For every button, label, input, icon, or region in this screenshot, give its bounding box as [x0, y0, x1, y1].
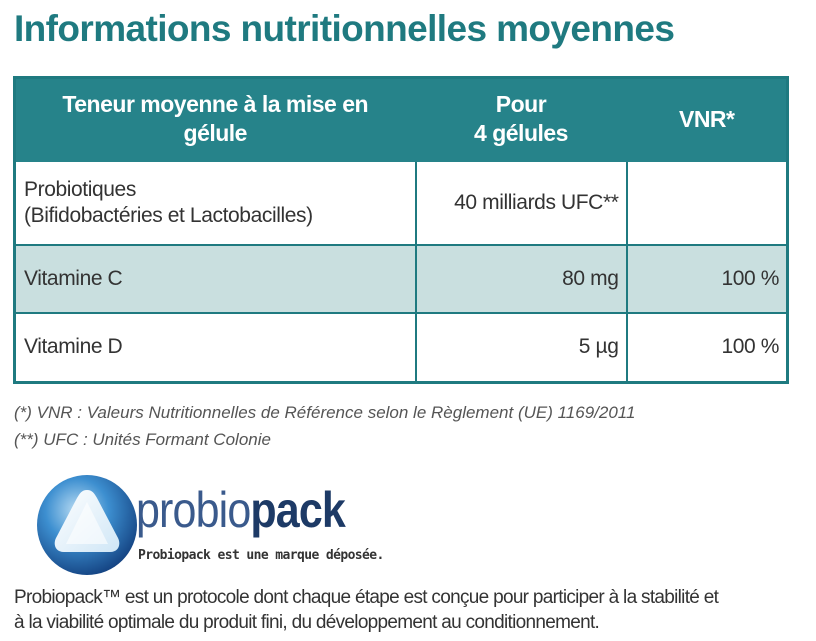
footnotes: (*) VNR : Valeurs Nutritionnelles de Réf… [14, 399, 635, 453]
nutrient-vnr: 100 % [625, 311, 789, 384]
description-line2: à la viabilité optimale du produit fini,… [14, 612, 600, 633]
description: Probiopack™ est un protocole dont chaque… [14, 585, 804, 635]
header-content-line2: gélule [183, 120, 248, 147]
nutrient-amount: 80 mg [414, 243, 628, 314]
nutrient-vnr [625, 159, 789, 246]
header-dose-cell: Pour 4 gélules [414, 76, 628, 162]
footnote-vnr: (*) VNR : Valeurs Nutritionnelles de Réf… [14, 403, 636, 422]
brand-name-part1: probio [136, 482, 251, 538]
header-content-line1: Teneur moyenne à la mise en [62, 91, 369, 118]
brand-name-part2: pack [250, 482, 345, 538]
page-title: Informations nutritionnelles moyennes [14, 8, 675, 49]
nutrition-table: Teneur moyenne à la mise en gélule Pour … [13, 76, 789, 384]
header-vnr-cell: VNR* [625, 76, 789, 162]
brand-tagline: Probiopack est une marque déposée. [138, 548, 384, 563]
nutrient-name: Vitamine D [13, 311, 417, 384]
table-row: Vitamine D 5 µg 100 % [13, 311, 789, 384]
header-content-cell: Teneur moyenne à la mise en gélule [13, 76, 417, 162]
nutrient-amount: 40 milliards UFC** [414, 159, 628, 246]
nutrient-subname: (Bifidobactéries et Lactobacilles) [24, 203, 313, 227]
header-dose-line2: 4 gélules [474, 120, 568, 147]
triangle-ring-logo-icon [32, 470, 142, 580]
nutrient-name-cell: Probiotiques (Bifidobactéries et Lactoba… [13, 159, 417, 246]
header-dose-line1: Pour [495, 91, 547, 118]
nutrient-amount: 5 µg [414, 311, 628, 384]
table-row: Vitamine C 80 mg 100 % [13, 243, 789, 314]
header-vnr-label: VNR* [678, 105, 735, 132]
table-header-row: Teneur moyenne à la mise en gélule Pour … [13, 76, 789, 162]
nutrient-name: Vitamine C [13, 243, 417, 314]
nutrient-name: Probiotiques [24, 177, 136, 201]
footnote-ufc: (**) UFC : Unités Formant Colonie [14, 430, 271, 449]
description-line1: Probiopack™ est un protocole dont chaque… [14, 587, 719, 608]
table-row: Probiotiques (Bifidobactéries et Lactoba… [13, 159, 789, 246]
nutrient-vnr: 100 % [625, 243, 789, 314]
brand-name: probiopack [136, 480, 346, 540]
